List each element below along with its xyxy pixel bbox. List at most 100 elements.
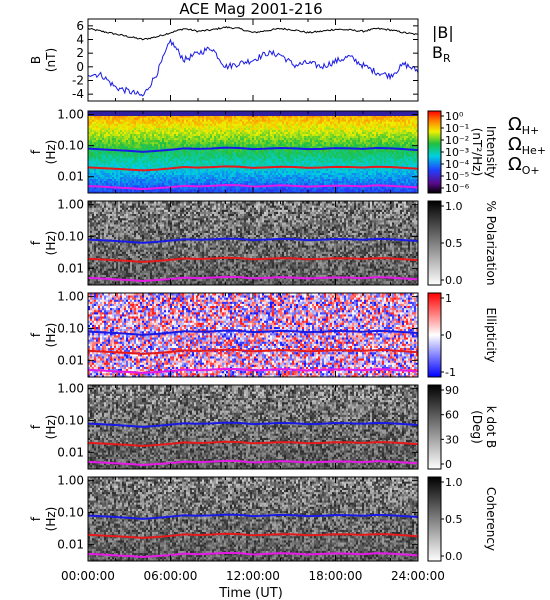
spectrogram-bwr [88, 293, 419, 378]
colorbar-label: 0 [445, 458, 452, 471]
y-tick-label: 0.10 [57, 139, 84, 153]
y-tick-label: 0.01 [57, 353, 84, 367]
y-tick-label: 0.01 [57, 537, 84, 551]
colorbar-label: 10⁻⁶ [445, 182, 470, 195]
y-tick-label: 0.01 [57, 170, 84, 184]
colorbar-label: 10⁻³ [445, 146, 469, 159]
series-line-b-r [87, 38, 419, 97]
gyrofrequency-O-plus [87, 459, 419, 467]
y-tick-label: 1.00 [57, 474, 84, 488]
colorbar-title: Ellipticity [484, 308, 498, 363]
x-axis-label: Time (UT) [218, 586, 283, 600]
y-axis-unit: (Hz) [44, 323, 58, 348]
gyrofrequency-He-plus [87, 532, 419, 539]
colorbar-title: Intensity [484, 126, 498, 178]
colorbar-label: 10⁻² [445, 134, 469, 147]
chart-title: ACE Mag 2001-216 [179, 0, 322, 18]
freq-legend-subscript: O+ [522, 164, 540, 177]
x-tick-label: 00:00:00 [61, 569, 115, 583]
gyrofrequency-O-plus [87, 184, 419, 191]
colorbar [427, 110, 442, 194]
y-tick-label: 1.00 [57, 198, 84, 212]
freq-legend-subscript: He+ [522, 144, 546, 157]
y-axis-label: B [29, 56, 43, 64]
colorbar-title: % Polarization [484, 201, 498, 286]
freq-legend-subscript: H+ [522, 124, 540, 137]
y-tick-label: -4 [72, 87, 84, 101]
gyrofrequency-H-plus [87, 146, 419, 153]
y-tick-label: 0.10 [57, 413, 84, 427]
panel-5: 90 60 30 0 k dot B(Deg) 1.00 0.10 0.01 f (Hz) [29, 382, 498, 471]
gyrofrequency-H-plus [87, 421, 419, 428]
colorbar-label: 0.0 [445, 550, 463, 563]
colorbar-label: 1.0 [445, 476, 463, 489]
series-line-b-magnitude [87, 26, 419, 41]
y-axis-unit: (Hz) [44, 140, 58, 165]
colorbar-title: Coherency [484, 487, 498, 551]
colorbar-label: 60 [445, 409, 459, 422]
y-axis-label: f [29, 332, 43, 337]
panel-6: 1.0 0.5 0.0 Coherency 1.00 0.10 0.01 f (Hz) [29, 474, 498, 563]
colorbar [427, 384, 442, 470]
y-tick-label: 1.00 [57, 290, 84, 304]
colorbar-label: 90 [445, 384, 459, 397]
panel-3: 1.0 0.5 0.0 % Polarization 1.00 0.10 0.01 f (Hz) [29, 198, 498, 287]
panel-4: 1 0 -1 Ellipticity 1.00 0.10 0.01 f (Hz) [29, 290, 498, 379]
legend-subscript: R [443, 52, 451, 65]
colorbar-label: -1 [445, 366, 456, 379]
colorbar [427, 292, 442, 378]
gyrofrequency-H-plus [87, 237, 419, 244]
y-axis-unit: (Hz) [44, 231, 58, 256]
y-axis-unit: (Hz) [44, 507, 58, 532]
y-axis-unit: (Hz) [44, 415, 58, 440]
legend-entry: |B| [432, 23, 454, 42]
spectrogram-gray [88, 385, 419, 470]
gyrofrequency-He-plus [87, 440, 419, 447]
colorbar-label: 10⁻⁴ [445, 158, 470, 171]
gyrofrequency-H-plus [87, 329, 419, 336]
gyrofrequency-O-plus [87, 551, 419, 559]
x-tick-label: 18:00:00 [309, 569, 363, 583]
y-axis-label: f [29, 424, 43, 429]
freq-legend-entry: ΩO+ [508, 154, 540, 177]
colorbar-label: 1.0 [445, 200, 463, 213]
colorbar-label: 30 [445, 433, 459, 446]
colorbar-unit: (Deg) [470, 410, 484, 444]
colorbar [427, 200, 442, 286]
y-tick-label: 6 [76, 19, 84, 33]
y-tick-label: 0 [76, 60, 84, 74]
y-tick-label: 1.00 [57, 108, 84, 122]
y-tick-label: 0.01 [57, 445, 84, 459]
colorbar-label: 0.5 [445, 513, 463, 526]
y-tick-label: 4 [76, 33, 84, 47]
gyrofrequency-O-plus [87, 367, 419, 375]
spectrogram-gray [88, 477, 419, 562]
gyrofrequency-H-plus [87, 513, 419, 520]
x-tick-label: 12:00:00 [226, 569, 280, 583]
colorbar-title: k dot B [484, 406, 498, 448]
gyrofrequency-He-plus [87, 348, 419, 355]
colorbar-label: 0.5 [445, 237, 463, 250]
gyrofrequency-O-plus [87, 275, 419, 283]
y-axis-label: f [29, 149, 43, 154]
x-tick-label: 06:00:00 [144, 569, 198, 583]
gyrofrequency-He-plus [87, 165, 419, 172]
legend-entry: BR [432, 43, 451, 65]
y-axis-unit: (nT) [44, 48, 58, 72]
y-tick-label: 0.10 [57, 505, 84, 519]
colorbar-label: 10⁻¹ [445, 122, 469, 135]
panel-frame [87, 18, 419, 102]
colorbar-unit: (nT²/Hz) [470, 128, 484, 176]
y-tick-label: 1.00 [57, 382, 84, 396]
colorbar [427, 476, 442, 562]
colorbar-label: 0.0 [445, 274, 463, 287]
colorbar-label: 10⁰ [445, 110, 464, 123]
y-axis-label: f [29, 240, 43, 245]
y-tick-label: 0.01 [57, 261, 84, 275]
y-tick-label: 0.10 [57, 229, 84, 243]
colorbar-label: 0 [445, 329, 452, 342]
